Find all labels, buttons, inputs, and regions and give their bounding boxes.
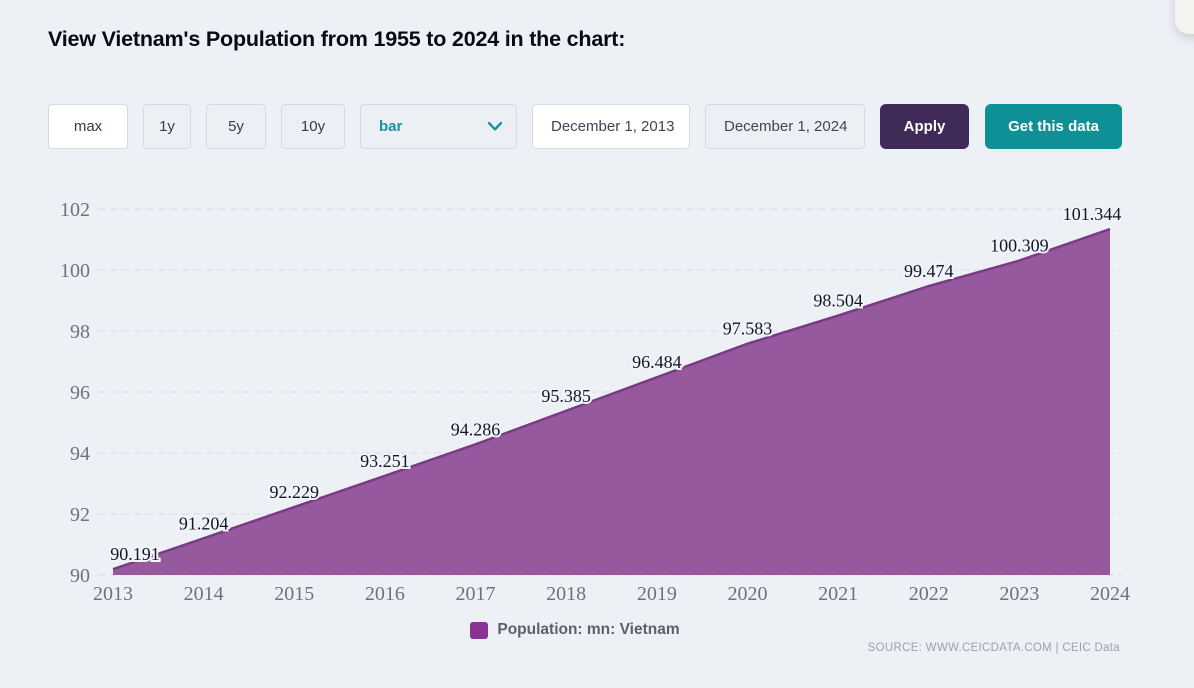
range-button-max[interactable]: max [48,104,128,149]
svg-text:94: 94 [70,443,90,465]
svg-text:101.344: 101.344 [1063,204,1122,224]
svg-text:2013: 2013 [93,583,133,605]
chart-type-select[interactable]: bar [360,104,517,149]
svg-text:92: 92 [70,504,90,526]
range-button-5y[interactable]: 5y [206,104,266,149]
svg-text:2018: 2018 [546,583,586,605]
chevron-down-icon [488,122,502,131]
svg-text:95.385: 95.385 [541,386,591,406]
apply-button[interactable]: Apply [880,104,969,149]
start-date-input[interactable] [532,104,690,149]
svg-text:102: 102 [60,199,90,221]
range-button-1y[interactable]: 1y [143,104,191,149]
svg-text:99.474: 99.474 [904,261,954,281]
svg-text:2020: 2020 [727,583,767,605]
legend-label: Population: mn: Vietnam [497,621,680,638]
svg-text:2021: 2021 [818,583,858,605]
floating-corner-widget[interactable] [1175,0,1194,34]
get-this-data-button[interactable]: Get this data [985,104,1122,149]
svg-text:93.251: 93.251 [360,451,410,471]
svg-text:94.286: 94.286 [451,419,501,439]
svg-text:2015: 2015 [274,583,314,605]
chart-legend[interactable]: Population: mn: Vietnam [0,621,1150,639]
svg-text:96: 96 [70,382,90,404]
svg-text:91.204: 91.204 [179,513,229,533]
legend-marker [470,621,489,639]
svg-text:2024: 2024 [1090,583,1130,605]
svg-text:2014: 2014 [184,583,224,605]
population-area-chart: 90 92 94 96 98 100 102 2013 2014 2015 2016 2017 2018… [0,180,1194,630]
svg-text:2022: 2022 [909,583,949,605]
svg-text:90: 90 [70,565,90,587]
chart-type-selected-value: bar [379,118,403,135]
svg-text:100.309: 100.309 [990,236,1049,256]
svg-text:90.191: 90.191 [110,544,160,564]
svg-text:98: 98 [70,321,90,343]
svg-text:100: 100 [60,260,90,282]
page-title: View Vietnam's Population from 1955 to 2… [48,27,626,51]
svg-text:2017: 2017 [456,583,496,605]
svg-text:2016: 2016 [365,583,405,605]
source-attribution: SOURCE: WWW.CEICDATA.COM | CEIC Data [867,642,1120,654]
svg-text:2019: 2019 [637,583,677,605]
svg-text:92.229: 92.229 [270,482,320,502]
svg-text:98.504: 98.504 [813,291,863,311]
svg-text:2023: 2023 [999,583,1039,605]
svg-text:96.484: 96.484 [632,352,682,372]
chart-canvas: 90 92 94 96 98 100 102 2013 2014 2015 2016 2017 2018… [60,199,1130,605]
range-button-10y[interactable]: 10y [281,104,345,149]
end-date-input[interactable] [705,104,865,149]
chart-toolbar: max 1y 5y 10y bar Apply Get this data [48,104,1122,149]
svg-text:97.583: 97.583 [723,319,773,339]
